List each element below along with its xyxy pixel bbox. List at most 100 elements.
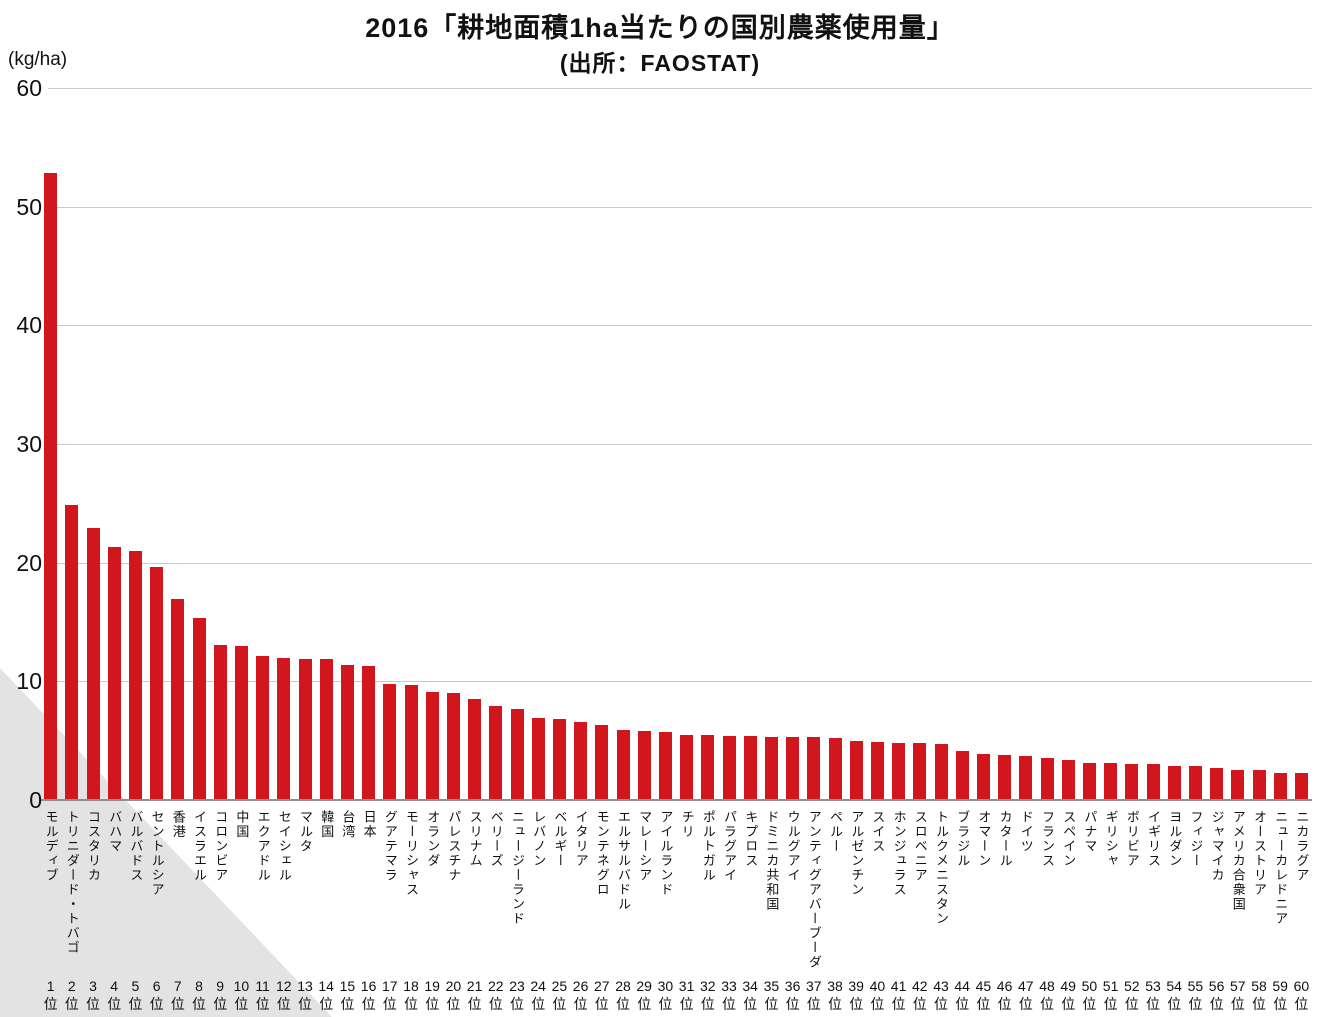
rank-number: 3 — [89, 978, 97, 994]
rank-suffix: 位 — [912, 996, 927, 1012]
page-title: 2016「耕地面積1ha当たりの国別農薬使用量」 — [365, 13, 955, 43]
bar — [1104, 763, 1118, 800]
rank-suffix: 位 — [1040, 996, 1054, 1012]
bar — [595, 725, 609, 800]
bar — [722, 735, 736, 800]
rank-suffix: 位 — [1018, 996, 1033, 1012]
y-tick-label: 50 — [16, 193, 42, 220]
rank-label: 52 位 — [1120, 977, 1144, 1013]
y-tick-label: 40 — [16, 312, 42, 339]
rank-suffix: 位 — [446, 996, 461, 1012]
rank-suffix: 位 — [128, 996, 143, 1012]
country-label: 日本 — [361, 810, 377, 839]
rank-label: 28 位 — [611, 977, 635, 1013]
rank-number: 12 — [276, 978, 292, 994]
rank-number: 9 — [216, 978, 225, 994]
rank-suffix: 位 — [976, 996, 991, 1012]
bar — [658, 732, 672, 800]
rank-suffix: 位 — [891, 996, 906, 1012]
rank-suffix: 位 — [934, 996, 948, 1012]
rank-label: 60 位 — [1289, 977, 1313, 1013]
rank-number: 58 — [1251, 978, 1267, 994]
country-label: スイス — [870, 810, 886, 854]
rank-label: 33 位 — [717, 977, 741, 1013]
rank-label: 45 位 — [971, 977, 995, 1013]
rank-label: 55 位 — [1183, 977, 1207, 1013]
bar — [192, 618, 206, 800]
country-label: ドイツ — [1018, 810, 1034, 854]
bar — [362, 665, 376, 800]
rank-suffix: 位 — [594, 996, 609, 1012]
rank-label: 13 位 — [293, 977, 317, 1013]
bar — [934, 744, 948, 800]
rank-number: 41 — [890, 978, 907, 994]
rank-suffix: 位 — [361, 996, 376, 1012]
rank-number: 5 — [131, 978, 140, 994]
rank-suffix: 位 — [849, 996, 864, 1012]
rank-label: 39 位 — [844, 977, 868, 1013]
bar — [468, 699, 482, 800]
rank-suffix: 位 — [340, 996, 355, 1012]
bar — [383, 683, 397, 800]
rank-number: 11 — [255, 978, 270, 994]
bar — [1210, 767, 1224, 800]
country-label: バルバドス — [128, 810, 144, 883]
bar — [913, 743, 927, 800]
rank-suffix: 位 — [1188, 996, 1203, 1012]
rank-label: 49 位 — [1056, 977, 1080, 1013]
rank-number: 49 — [1060, 978, 1076, 994]
rank-label: 48 位 — [1035, 977, 1059, 1013]
rank-suffix: 位 — [764, 996, 779, 1012]
bar — [1188, 765, 1202, 800]
bar — [976, 753, 990, 800]
rank-label: 23 位 — [505, 977, 529, 1013]
rank-number: 40 — [869, 978, 886, 994]
country-label: キプロス — [743, 810, 759, 868]
rank-suffix: 位 — [679, 996, 694, 1012]
country-label: ニカラグア — [1294, 810, 1310, 883]
rank-number: 28 — [615, 978, 631, 994]
rank-number: 45 — [975, 978, 992, 994]
country-label: ジャマイカ — [1209, 810, 1225, 883]
rank-number: 46 — [996, 978, 1013, 994]
rank-suffix: 位 — [319, 996, 334, 1012]
country-label: フィジー — [1188, 810, 1204, 868]
rank-number: 29 — [636, 978, 652, 994]
rank-label: 41 位 — [887, 977, 911, 1013]
rank-label: 57 位 — [1226, 977, 1250, 1013]
country-label: マレーシア — [637, 810, 653, 883]
rank-number: 24 — [530, 978, 546, 994]
rank-suffix: 位 — [213, 996, 228, 1012]
rank-suffix: 位 — [700, 996, 715, 1012]
rank-label: 50 位 — [1077, 977, 1101, 1013]
rank-number: 51 — [1102, 978, 1119, 994]
rank-suffix: 位 — [573, 996, 588, 1012]
bar — [404, 684, 418, 800]
country-label: エルサルバドル — [616, 810, 631, 912]
rank-number: 15 — [339, 978, 356, 994]
country-label: カタール — [997, 810, 1013, 868]
gridline — [48, 681, 1312, 683]
bar — [425, 692, 439, 800]
rank-number: 30 — [657, 978, 674, 994]
rank-label: 29 位 — [632, 977, 656, 1013]
rank-number: 4 — [110, 978, 119, 994]
bar — [171, 599, 185, 800]
rank-label: 31 位 — [675, 977, 699, 1013]
rank-number: 32 — [700, 978, 716, 994]
bar — [680, 734, 694, 800]
country-label: ポルトガル — [700, 810, 716, 883]
rank-number: 55 — [1187, 978, 1204, 994]
bar — [1019, 756, 1033, 800]
rank-suffix: 位 — [1252, 996, 1266, 1012]
rank-suffix: 位 — [64, 996, 79, 1012]
country-label: トリニダード・トバゴ — [64, 810, 80, 955]
rank-number: 54 — [1166, 978, 1182, 994]
rank-number: 10 — [233, 978, 250, 994]
rank-label: 11 位 — [251, 977, 275, 1013]
rank-number: 25 — [551, 978, 568, 994]
rank-number: 13 — [297, 978, 313, 994]
rank-number: 8 — [195, 978, 203, 994]
